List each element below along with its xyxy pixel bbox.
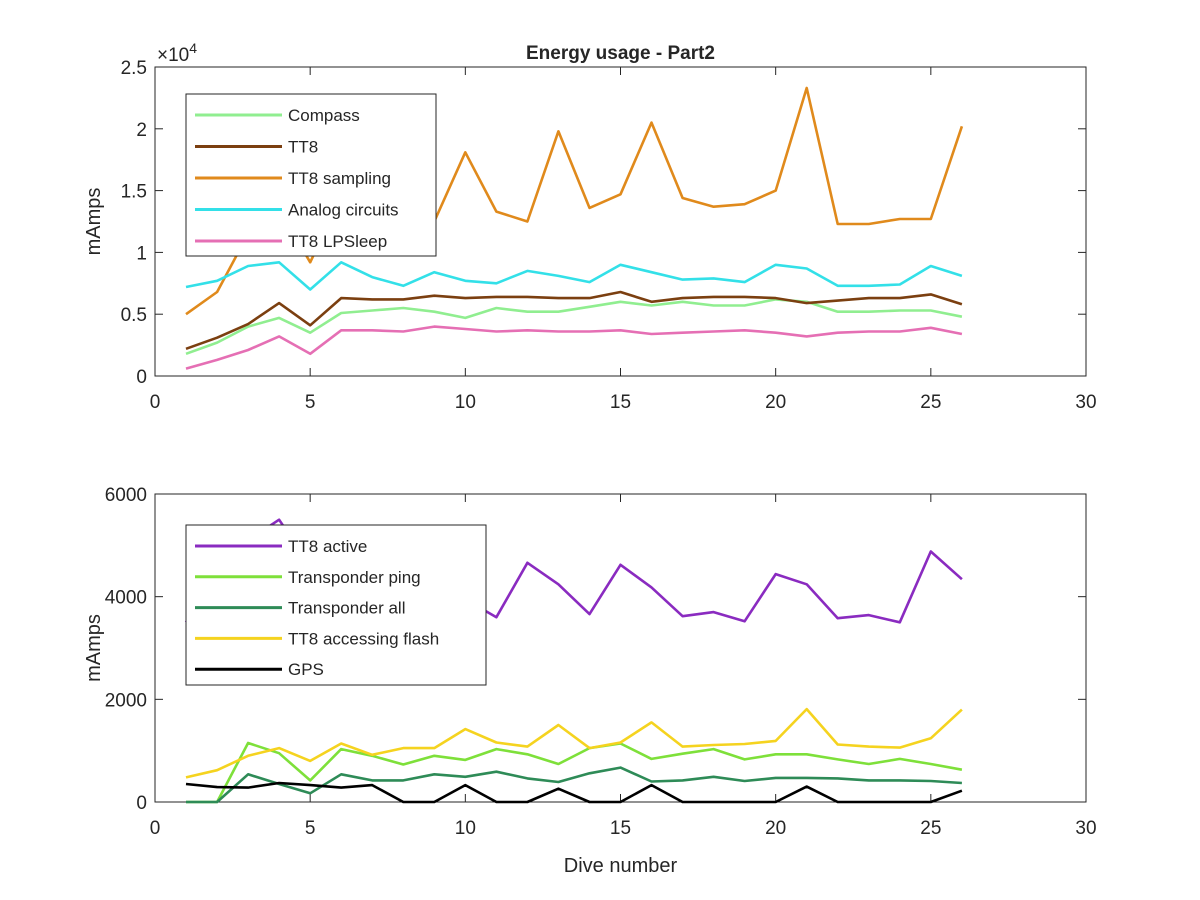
legend-label: TT8 LPSleep bbox=[288, 232, 387, 251]
series-line-tt8-lpsleep bbox=[185, 325, 963, 370]
series-line-transponder-all bbox=[186, 766, 962, 804]
legend-label: TT8 sampling bbox=[288, 169, 391, 188]
legend-label: TT8 accessing flash bbox=[288, 629, 439, 648]
x-tick-label: 10 bbox=[455, 392, 476, 413]
x-tick-label: 30 bbox=[1075, 818, 1096, 839]
y-tick-label: 0 bbox=[136, 793, 147, 814]
y-axis-label: mAmps bbox=[83, 188, 105, 256]
x-tick-label: 15 bbox=[610, 818, 631, 839]
legend-label: TT8 bbox=[288, 138, 318, 157]
x-tick-label: 30 bbox=[1075, 392, 1096, 413]
legend-label: Transponder ping bbox=[288, 568, 421, 587]
top-chart-panel: 0 5 10 15 20 25 30 0 0.5 1 1.5 2 2.5 ×104 Energy usage… bbox=[83, 40, 1097, 413]
x-tick-label: 0 bbox=[150, 392, 161, 413]
y-exponent-label: ×104 bbox=[157, 40, 197, 66]
y-tick-label: 6000 bbox=[105, 485, 147, 506]
x-tick-label: 25 bbox=[920, 392, 941, 413]
x-tick-label: 0 bbox=[150, 818, 161, 839]
series-line-compass bbox=[185, 298, 963, 356]
legend-label: Analog circuits bbox=[288, 201, 399, 220]
legend-label: Compass bbox=[288, 106, 360, 125]
x-tick-label: 5 bbox=[305, 392, 316, 413]
y-tick-label: 2 bbox=[136, 120, 147, 141]
series-line-transponder-ping bbox=[186, 741, 963, 804]
x-tick-label: 20 bbox=[765, 392, 786, 413]
x-tick-label: 5 bbox=[305, 818, 316, 839]
y-tick-label: 1 bbox=[136, 243, 147, 264]
y-axis-label: mAmps bbox=[83, 614, 105, 682]
legend-box bbox=[185, 93, 437, 257]
y-tick-label: 0.5 bbox=[121, 305, 147, 326]
y-tick-label: 2.5 bbox=[121, 58, 147, 79]
y-tick-label: 4000 bbox=[105, 588, 147, 609]
y-tick-label: 1.5 bbox=[121, 182, 147, 203]
x-tick-label: 25 bbox=[920, 818, 941, 839]
x-tick-label: 10 bbox=[455, 818, 476, 839]
chart-title: Energy usage - Part2 bbox=[526, 43, 715, 64]
x-tick-label: 20 bbox=[765, 818, 786, 839]
legend-box bbox=[185, 524, 487, 686]
series-line-tt8 bbox=[185, 290, 963, 351]
legend-label: TT8 active bbox=[288, 537, 367, 556]
series-line-analog-circuits bbox=[185, 260, 963, 291]
series-line-gps bbox=[185, 781, 963, 804]
legend-label: Transponder all bbox=[288, 599, 406, 618]
legend-label: GPS bbox=[288, 660, 324, 679]
x-tick-label: 15 bbox=[610, 392, 631, 413]
series-line-tt8-accessing-flash bbox=[185, 707, 963, 779]
bottom-chart-panel: 0 5 10 15 20 25 30 0 2000 4000 6000 mAmps Dive numbe… bbox=[83, 485, 1097, 877]
x-axis-label: Dive number bbox=[564, 855, 678, 877]
y-tick-label: 0 bbox=[136, 367, 147, 388]
y-tick-label: 2000 bbox=[105, 690, 147, 711]
